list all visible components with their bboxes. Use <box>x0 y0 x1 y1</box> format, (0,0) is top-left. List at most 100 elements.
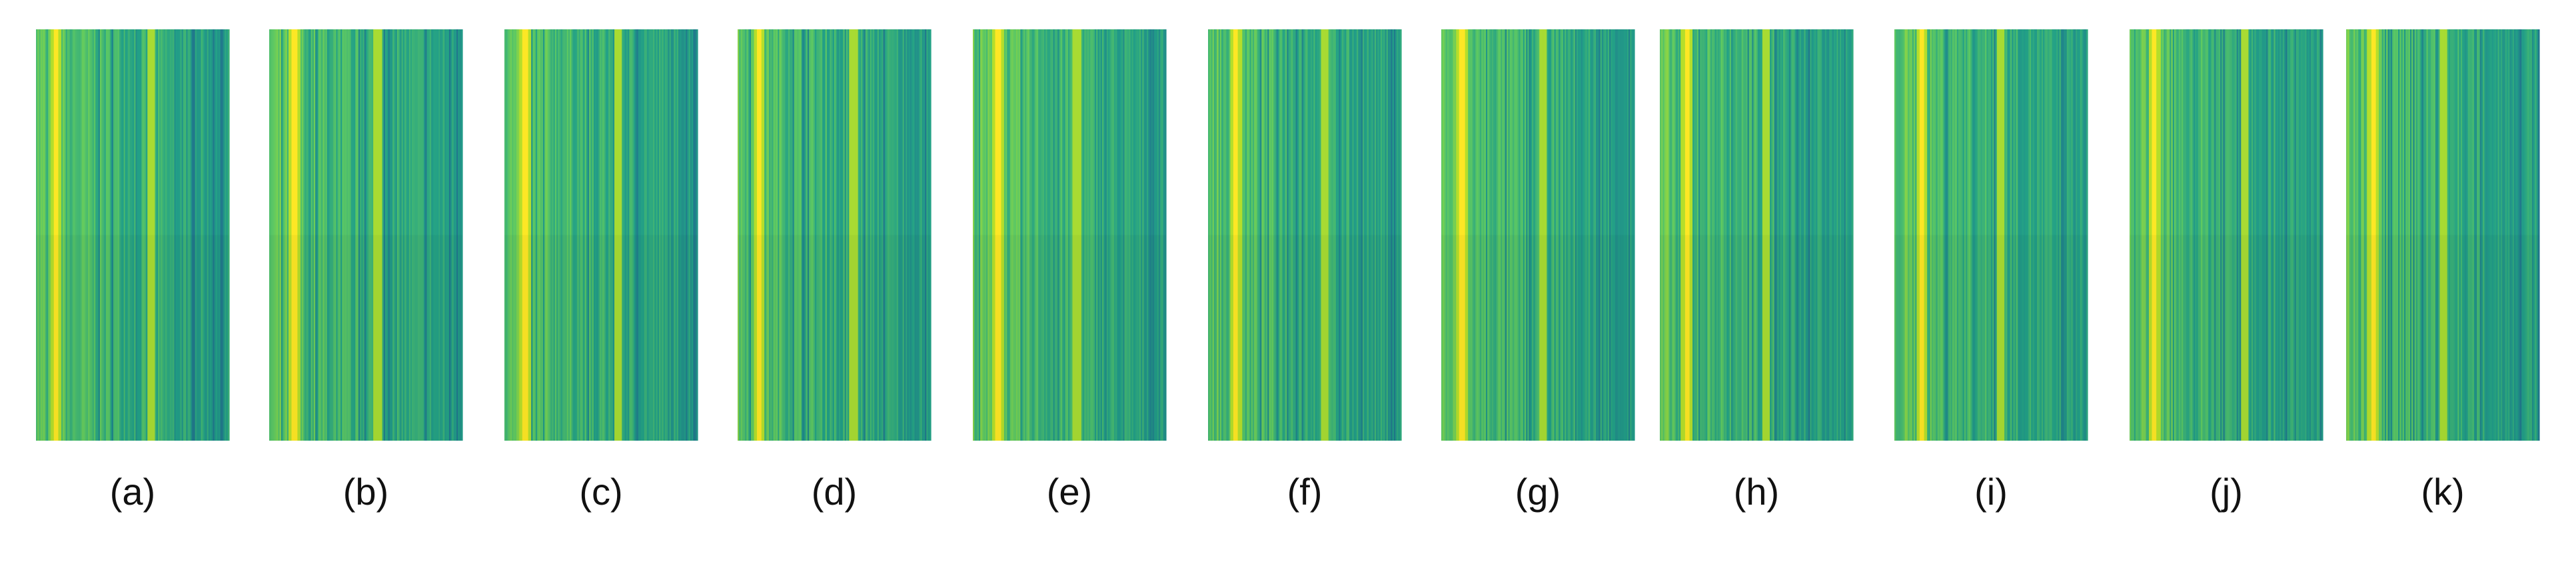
heatmap-stripe <box>424 29 426 441</box>
heatmap-stripe <box>2158 29 2160 441</box>
heatmap-stripe <box>454 29 457 441</box>
heatmap-stripe <box>1013 29 1015 441</box>
heatmap-stripe <box>1269 29 1271 441</box>
heatmap-stripe <box>2312 29 2315 441</box>
heatmap-stripe <box>537 29 539 441</box>
heatmap-stripe <box>1748 29 1751 441</box>
heatmap-stripe <box>210 29 212 441</box>
heatmap-stripe <box>2509 29 2512 441</box>
heatmap-stripe <box>1288 29 1291 441</box>
heatmap-stripe <box>2487 29 2489 441</box>
heatmap-stripe <box>1345 29 1347 441</box>
heatmap-stripe <box>1164 29 1167 441</box>
heatmap-stripe <box>1746 29 1748 441</box>
heatmap-stripe <box>892 29 894 441</box>
heatmap-stripe <box>1208 29 1210 441</box>
heatmap-stripe <box>2301 29 2304 441</box>
heatmap-stripe <box>1491 29 1494 441</box>
heatmap-stripe <box>2537 29 2540 441</box>
heatmap-stripe <box>1535 29 1537 441</box>
heatmap-stripe <box>1625 29 1628 441</box>
heatmap-stripe <box>2182 29 2184 441</box>
heatmap-stripe <box>1319 29 1322 441</box>
heatmap-stripe <box>576 29 578 441</box>
heatmap-stripe <box>2144 29 2147 441</box>
heatmap-stripe <box>1382 29 1384 441</box>
heatmap-stripe <box>1081 29 1083 441</box>
heatmap-stripe <box>1811 29 1814 441</box>
heatmap-stripe <box>434 29 436 441</box>
heatmap-stripe <box>1124 29 1127 441</box>
heatmap-stripe <box>1324 29 1326 441</box>
heatmap-stripe <box>2361 29 2363 441</box>
heatmap-stripe <box>2054 29 2057 441</box>
heatmap-stripe <box>293 29 295 441</box>
heatmap-stripe <box>1772 29 1775 441</box>
heatmap-stripe <box>1683 29 1686 441</box>
heatmap-stripe <box>284 29 287 441</box>
heatmap-stripe <box>767 29 770 441</box>
heatmap-stripe <box>175 29 178 441</box>
heatmap-stripe <box>978 29 981 441</box>
heatmap-stripe <box>138 29 141 441</box>
heatmap-stripe <box>832 29 835 441</box>
heatmap-stripe <box>870 29 872 441</box>
heatmap-stripe <box>647 29 649 441</box>
heatmap-stripe <box>330 29 332 441</box>
heatmap-stripe <box>173 29 175 441</box>
heatmap-stripe <box>560 29 563 441</box>
heatmap-stripe <box>975 29 978 441</box>
heatmap-stripe <box>43 29 45 441</box>
heatmap-stripe <box>1692 29 1694 441</box>
heatmap-stripe <box>1331 29 1333 441</box>
heatmap-stripe <box>1998 29 2000 441</box>
heatmap-stripe <box>1073 29 1076 441</box>
heatmap-stripe <box>1758 29 1760 441</box>
heatmap-stripe <box>1027 29 1030 441</box>
heatmap-stripe <box>299 29 301 441</box>
heatmap-stripe <box>794 29 796 441</box>
heatmap-stripe <box>2025 29 2028 441</box>
heatmap-stripe <box>350 29 353 441</box>
heatmap-stripe <box>2508 29 2510 441</box>
heatmap-stripe <box>429 29 432 441</box>
heatmap-stripe <box>1816 29 1818 441</box>
heatmap-stripe <box>1934 29 1937 441</box>
heatmap-stripe <box>1539 29 1542 441</box>
heatmap-stripe <box>1596 29 1598 441</box>
heatmap-stripe <box>1982 29 1984 441</box>
heatmap-stripe <box>1714 29 1717 441</box>
heatmap-stripe <box>1553 29 1555 441</box>
heatmap-stripe <box>2086 29 2088 441</box>
heatmap-stripe <box>1991 29 1993 441</box>
heatmap-stripe <box>169 29 172 441</box>
heatmap-stripe <box>1039 29 1042 441</box>
heatmap-stripe <box>842 29 844 441</box>
heatmap-stripe <box>204 29 206 441</box>
heatmap-stripe <box>1618 29 1620 441</box>
heatmap-stripe <box>185 29 187 441</box>
heatmap-stripe <box>2453 29 2455 441</box>
heatmap-stripe <box>1515 29 1518 441</box>
heatmap-stripe <box>632 29 634 441</box>
heatmap-stripe <box>1031 29 1033 441</box>
heatmap-stripe <box>1397 29 1399 441</box>
panel: (c) <box>504 29 698 513</box>
heatmap-stripe <box>2408 29 2411 441</box>
heatmap-stripe <box>1108 29 1110 441</box>
heatmap-stripe <box>123 29 126 441</box>
heatmap-stripe <box>355 29 358 441</box>
heatmap-stripe <box>1109 29 1112 441</box>
heatmap-stripe <box>1211 29 1213 441</box>
heatmap-stripe <box>1571 29 1573 441</box>
heatmap-stripe <box>2159 29 2162 441</box>
heatmap-stripe <box>1708 29 1711 441</box>
heatmap-stripe <box>388 29 390 441</box>
heatmap-stripe <box>2240 29 2242 441</box>
heatmap-stripe <box>2502 29 2505 441</box>
heatmap-stripe <box>806 29 808 441</box>
heatmap-stripe <box>1513 29 1515 441</box>
heatmap-stripe <box>1844 29 1846 441</box>
heatmap-stripe <box>2350 29 2353 441</box>
heatmap-stripe <box>997 29 1000 441</box>
